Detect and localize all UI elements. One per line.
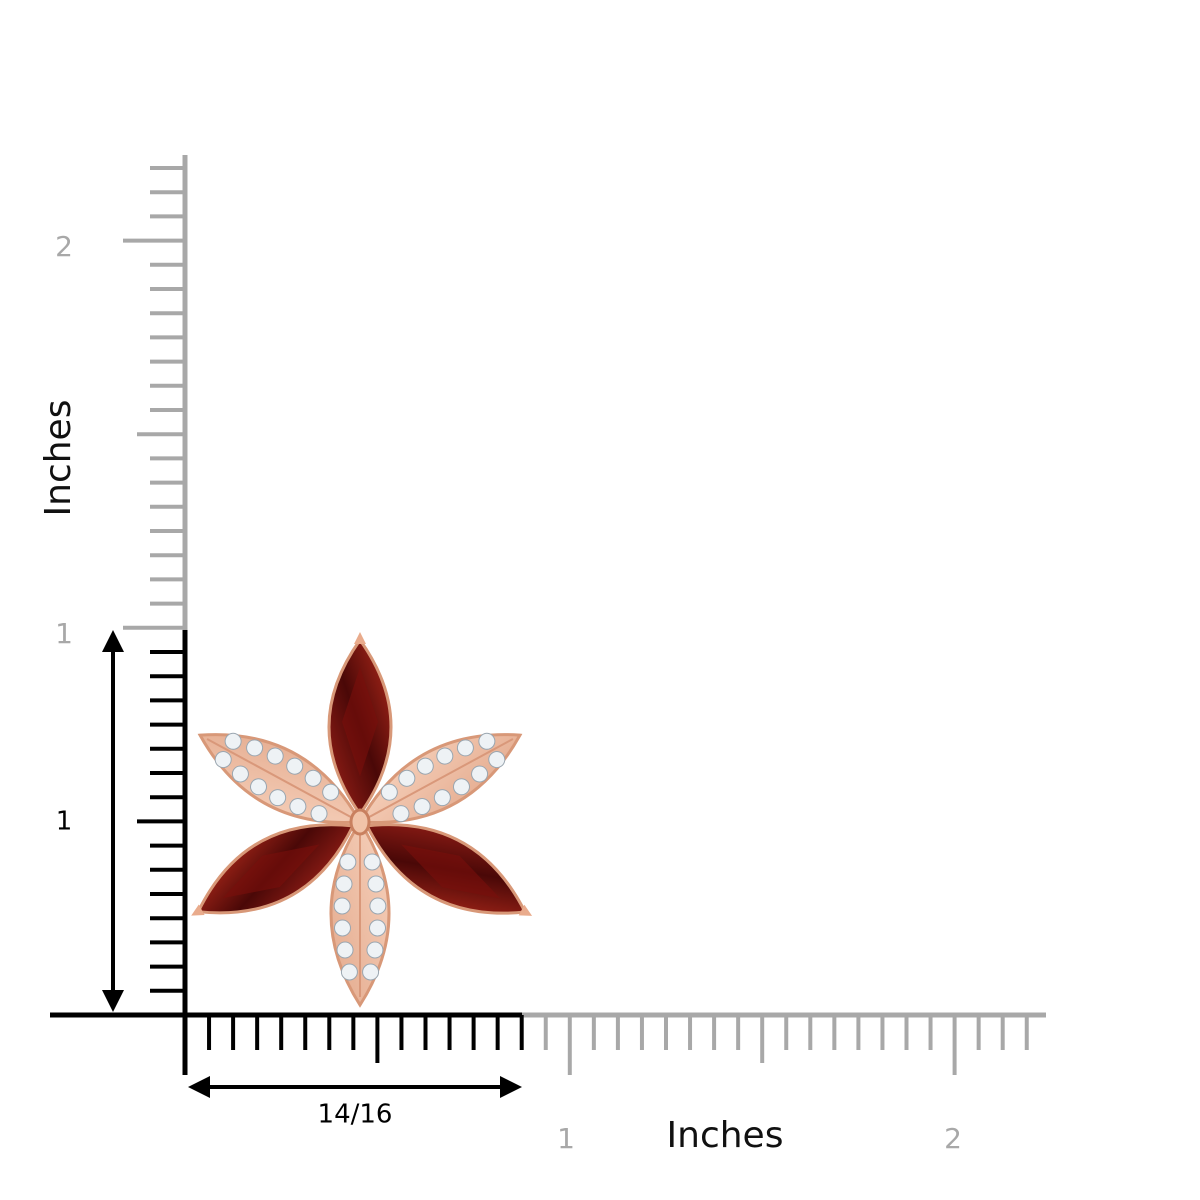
arrow-head — [500, 1076, 522, 1098]
diamond — [339, 853, 357, 871]
diamond — [362, 963, 380, 981]
h-tick-label: 2 — [944, 1122, 962, 1155]
garnet-facet — [222, 844, 320, 899]
diamond — [336, 941, 354, 959]
prong — [354, 632, 366, 644]
rulers — [50, 155, 1046, 1098]
diamond — [333, 897, 351, 915]
diamond — [289, 798, 307, 816]
diamond — [369, 897, 387, 915]
diamond — [416, 757, 434, 775]
v-tick-label: 2 — [55, 230, 73, 263]
diamond — [488, 751, 506, 769]
diamond — [250, 778, 268, 796]
diamond — [366, 941, 384, 959]
diamond — [335, 875, 353, 893]
diamond — [452, 778, 470, 796]
garnet — [191, 823, 356, 916]
diamond — [286, 757, 304, 775]
diamond — [310, 805, 328, 823]
garnet — [364, 823, 533, 916]
diamond — [340, 963, 358, 981]
diamond — [398, 769, 416, 787]
v-tick-label: 1 — [55, 617, 73, 650]
diamond — [266, 747, 284, 765]
v-axis-label: Inches — [38, 400, 79, 517]
diamond — [369, 919, 387, 937]
metal-leaf — [197, 732, 363, 825]
arrow-head — [188, 1076, 210, 1098]
diamond — [269, 789, 287, 807]
height-label: 1 — [56, 807, 73, 837]
prong — [191, 904, 205, 916]
diamond — [471, 765, 489, 783]
diamond — [214, 751, 232, 769]
garnet-facet — [401, 844, 501, 899]
arrow-head — [102, 990, 124, 1012]
diamond — [367, 875, 385, 893]
h-axis-label: Inches — [667, 1115, 784, 1156]
pendant-image — [191, 632, 533, 1008]
prong — [518, 904, 533, 916]
diamond — [413, 798, 431, 816]
width-label: 14/16 — [318, 1100, 393, 1130]
diamond — [246, 739, 264, 757]
diamond — [333, 919, 351, 937]
arrow-head — [102, 630, 124, 652]
garnet — [327, 632, 393, 817]
diamond — [380, 783, 398, 801]
leaf-vein — [206, 738, 352, 819]
diamond — [363, 853, 381, 871]
diamond — [231, 765, 249, 783]
diamond — [224, 732, 242, 750]
diamond — [392, 805, 410, 823]
diamond — [436, 747, 454, 765]
h-tick-label: 1 — [557, 1122, 575, 1155]
diamond — [433, 789, 451, 807]
diamond — [304, 769, 322, 787]
leaf-vein — [368, 738, 514, 819]
metal-leaf — [357, 732, 523, 825]
diamond — [456, 739, 474, 757]
diamond — [478, 732, 496, 750]
center-bead — [349, 808, 371, 836]
metal-leaf — [329, 819, 391, 1008]
diamond — [322, 783, 340, 801]
